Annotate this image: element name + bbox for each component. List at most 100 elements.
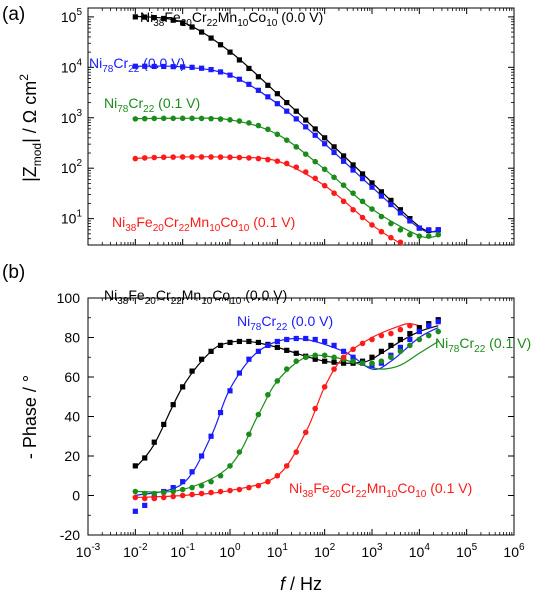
data-point — [246, 356, 252, 362]
data-point — [208, 115, 214, 122]
data-point — [312, 336, 318, 343]
data-point — [189, 368, 195, 374]
data-point — [160, 115, 167, 122]
data-point — [369, 180, 375, 186]
data-point — [425, 332, 432, 339]
series-0-markers — [132, 14, 441, 234]
data-point — [407, 218, 413, 224]
data-point — [161, 63, 167, 70]
y-tick-label: 101 — [61, 209, 83, 227]
data-point — [388, 354, 394, 361]
data-point — [160, 489, 167, 496]
data-point — [236, 370, 243, 376]
panel-a-annotations: Ni38Fe20Cr22Mn10Co10 (0.0 V) Ni78Cr22 (0.… — [89, 9, 323, 234]
data-point — [198, 154, 205, 160]
data-point — [293, 335, 299, 342]
data-point — [416, 225, 422, 231]
data-point — [170, 154, 177, 160]
data-point — [255, 482, 262, 489]
data-point — [208, 433, 214, 439]
data-point — [170, 64, 176, 70]
panel-a-fit-lines — [135, 15, 439, 246]
data-point — [198, 115, 205, 122]
data-point — [246, 120, 252, 126]
x-tick-label: 106 — [503, 542, 525, 560]
data-point — [217, 488, 224, 495]
series-annotation: Ni78Cr22 (0.1 V) — [104, 95, 200, 115]
data-point — [160, 154, 167, 161]
panel-a-data-markers — [132, 14, 442, 246]
data-point — [151, 495, 158, 502]
data-point — [359, 171, 366, 177]
panel-b-data-markers — [132, 317, 442, 514]
data-point — [407, 336, 413, 343]
panel-b-annotations: Ni38Fe20Cr22Mn10Co10 (0.0 V) Ni78Cr22 (0.… — [104, 287, 531, 500]
data-point — [350, 354, 356, 360]
data-point — [331, 359, 337, 365]
data-point — [217, 69, 224, 75]
data-point — [293, 350, 299, 356]
data-point — [322, 358, 328, 364]
data-point — [312, 405, 319, 412]
data-point — [217, 116, 224, 122]
data-point — [369, 354, 375, 360]
data-point — [217, 42, 224, 48]
data-point — [189, 154, 195, 160]
data-point — [350, 346, 356, 353]
data-point — [265, 342, 271, 348]
data-point — [255, 87, 261, 93]
data-point — [283, 137, 290, 143]
y-tick-label: 80 — [64, 330, 80, 346]
data-point — [426, 323, 432, 329]
data-point — [322, 338, 328, 345]
x-axis-title-italic: f — [280, 574, 287, 594]
data-point — [293, 358, 300, 365]
data-point — [416, 325, 422, 331]
data-point — [236, 118, 243, 124]
data-point — [425, 233, 432, 239]
series-1-markers — [132, 63, 441, 233]
data-point — [369, 184, 375, 190]
x-tick-label: 10-2 — [123, 542, 148, 560]
data-point — [246, 484, 252, 491]
data-point — [321, 352, 328, 359]
data-point — [435, 319, 441, 325]
data-point — [435, 231, 442, 238]
data-point — [151, 14, 157, 21]
data-point — [151, 154, 158, 161]
data-point — [179, 154, 186, 160]
data-point — [141, 155, 148, 161]
data-point — [255, 411, 262, 418]
data-point — [388, 330, 394, 337]
x-tick-label: 105 — [456, 542, 478, 560]
x-tick-label: 102 — [314, 542, 336, 560]
panel-a-x-ticks — [87, 8, 515, 245]
data-point — [340, 153, 347, 159]
data-point — [217, 472, 224, 479]
data-point — [142, 63, 148, 69]
data-point — [397, 326, 404, 333]
data-point — [189, 115, 195, 122]
data-point — [189, 469, 195, 475]
data-point — [236, 486, 243, 493]
data-point — [283, 463, 290, 469]
data-point — [274, 472, 281, 479]
fit-line-series-2 — [135, 117, 439, 239]
data-point — [255, 74, 261, 80]
data-point — [179, 115, 186, 122]
data-point — [142, 502, 148, 508]
data-point — [369, 360, 375, 366]
panel-b-x-ticks: 10-3 10-2 10-1 100 101 102 103 104 105 106 — [76, 298, 525, 560]
data-point — [160, 494, 167, 501]
y-tick-label: 103 — [61, 108, 83, 126]
data-point — [170, 485, 176, 491]
data-point — [378, 193, 385, 199]
x-tick-label: 103 — [361, 542, 383, 560]
data-point — [236, 76, 243, 82]
data-point — [227, 49, 233, 55]
data-point — [255, 155, 262, 162]
data-point — [378, 213, 385, 220]
data-point — [208, 348, 214, 354]
data-point — [284, 108, 290, 114]
